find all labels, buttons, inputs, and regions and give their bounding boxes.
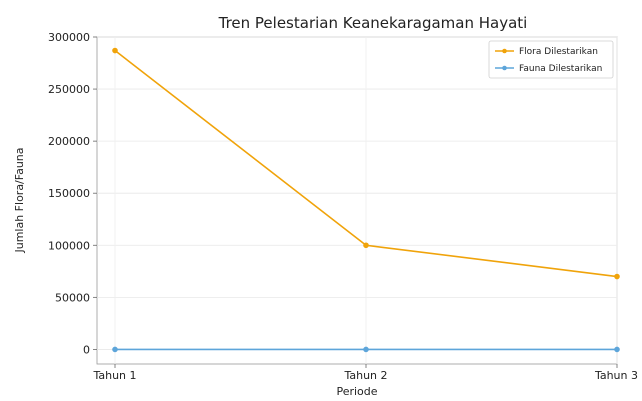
y-tick-label: 100000	[48, 239, 90, 252]
chart-title: Tren Pelestarian Keanekaragaman Hayati	[218, 14, 528, 32]
data-point	[614, 346, 620, 353]
y-tick-label: 300000	[48, 31, 90, 44]
data-point	[112, 47, 118, 54]
x-axis-label: Periode	[336, 385, 377, 397]
x-tick-label: Tahun 3	[594, 369, 638, 382]
y-tick-label: 200000	[48, 135, 90, 148]
data-point	[363, 242, 369, 249]
x-tick-label: Tahun 1	[92, 369, 136, 382]
data-point	[112, 346, 118, 353]
y-tick-label: 0	[83, 343, 90, 356]
legend-label-fauna: Fauna Dilestarikan	[519, 64, 602, 74]
data-point	[614, 273, 620, 280]
y-axis-label: Jumlah Flora/Fauna	[13, 147, 26, 253]
legend: Flora Dilestarikan Fauna Dilestarikan	[488, 40, 614, 79]
y-tick-label: 50000	[55, 291, 90, 304]
legend-box	[488, 40, 614, 79]
x-axis-ticks: Tahun 1 Tahun 2 Tahun 3	[92, 364, 638, 382]
data-series	[112, 47, 620, 353]
y-tick-label: 250000	[48, 83, 90, 96]
x-tick-label: Tahun 2	[343, 369, 387, 382]
y-axis-ticks: 0 50000 100000 150000 200000 250000 300000	[48, 31, 97, 356]
legend-fauna-marker	[502, 65, 507, 71]
legend-flora-marker	[502, 48, 507, 54]
y-tick-label: 150000	[48, 187, 90, 200]
data-point	[363, 346, 369, 353]
legend-label-flora: Flora Dilestarikan	[519, 47, 598, 57]
